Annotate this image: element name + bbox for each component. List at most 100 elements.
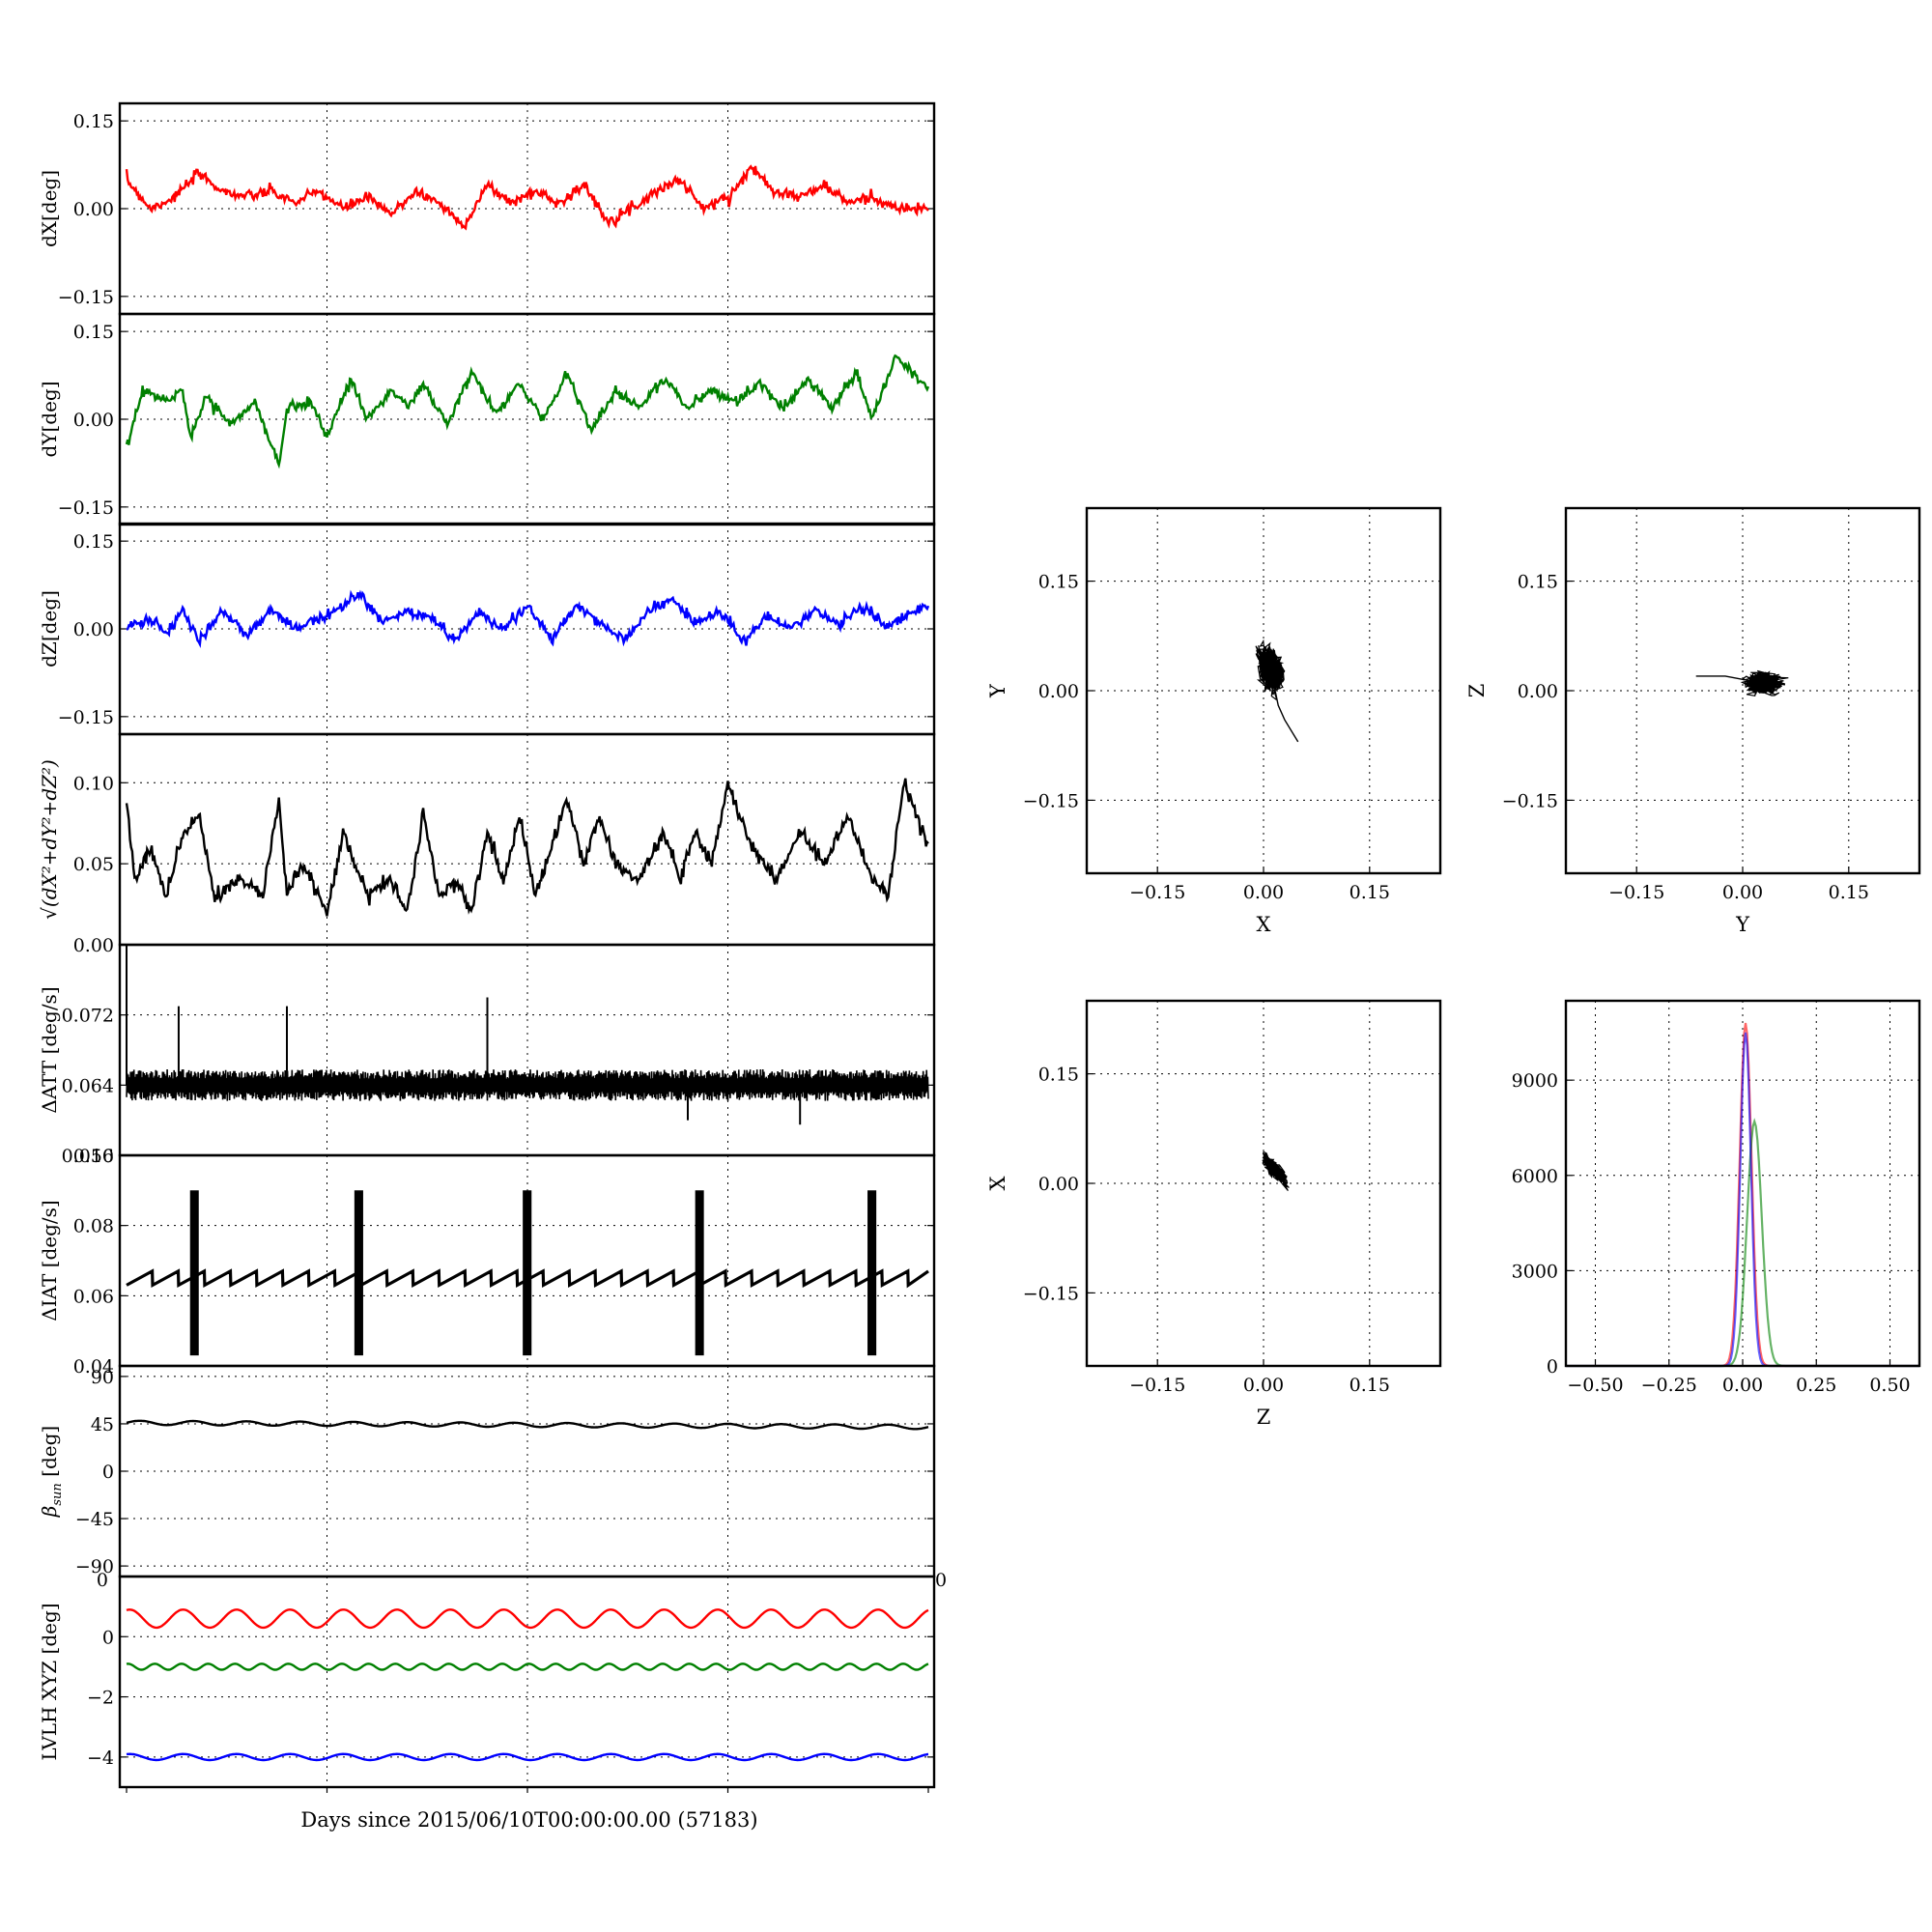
series-line <box>125 354 930 469</box>
series-group <box>125 164 929 231</box>
axes-frame <box>1564 999 1921 1368</box>
axes-frame <box>1085 506 1442 875</box>
y-axis-label: Y <box>986 683 1009 698</box>
series-group <box>126 1190 929 1356</box>
y-tick-label: 0 <box>102 1627 114 1648</box>
x-tick-label: 0.15 <box>1829 882 1869 903</box>
series-group <box>126 1419 929 1431</box>
y-tick-label: 0.05 <box>73 854 114 875</box>
axes-frame <box>118 943 936 1157</box>
burst <box>189 1190 199 1356</box>
panel-ZX: −0.15 0.00 0.15 −0.15 0.00 0.15 Z X <box>986 999 1442 1429</box>
x-tick-label: −0.15 <box>1129 1375 1185 1396</box>
series-group <box>125 778 929 917</box>
x-axis-label: X <box>1257 913 1271 936</box>
y-tick-label: 0.072 <box>62 1006 114 1027</box>
y-tick-label: −2 <box>87 1688 114 1709</box>
x-tick-label: −0.50 <box>1567 1375 1623 1396</box>
y-tick-label: 0.10 <box>73 773 114 794</box>
panel-dR: 0.00 0.05 0.10 √(dX²+dY²+dZ²) <box>38 732 936 956</box>
y-tick-label: 3000 <box>1512 1261 1558 1282</box>
y-axis-label: ΔATT [deg/s] <box>38 986 61 1113</box>
x-tick-label: 0.15 <box>1350 882 1390 903</box>
panel-dX: −0.15 0.00 0.15 dX[deg] <box>38 101 936 316</box>
x-tick-label: −0.15 <box>1608 882 1664 903</box>
x-tick-label: 0.00 <box>1722 1375 1763 1396</box>
y-axis-label: Z <box>1465 684 1489 698</box>
x-tick-label: 0.15 <box>1350 1375 1390 1396</box>
series-line <box>126 1662 929 1671</box>
y-tick-label: 0.15 <box>73 322 114 343</box>
y-tick-label: −0.15 <box>1502 790 1558 811</box>
series-group <box>126 589 930 648</box>
y-tick-label: 90 <box>91 1367 114 1388</box>
y-tick-label: 0 <box>102 1462 114 1483</box>
series-line <box>125 164 929 231</box>
x-tick-label: 0.25 <box>1796 1375 1836 1396</box>
series-line <box>126 589 930 648</box>
panel-XY: −0.15 0.00 0.15 −0.15 0.00 0.15 X Y <box>986 506 1442 936</box>
time-series-panels: −0.15 0.00 0.15 dX[deg] −0.15 0.00 0.15 dY[deg]… <box>38 101 947 1793</box>
axes-frame <box>118 732 936 947</box>
y-tick-label: −0.15 <box>1023 790 1079 811</box>
y-tick-label: −0.15 <box>58 707 114 728</box>
y-tick-label: 0.00 <box>73 935 114 956</box>
x-tick-label: 0.00 <box>1243 1375 1284 1396</box>
y-tick-label: 0.00 <box>1518 681 1558 702</box>
x-tick-label: −0.25 <box>1641 1375 1697 1396</box>
shared-x-axis-label: Days since 2015/06/10T00:00:00.00 (57183… <box>300 1808 757 1832</box>
panel-beta: −90 −45 0 45 90 βsun [deg] <box>38 1364 936 1578</box>
y-axis-label: βsun [deg] <box>38 1426 65 1518</box>
scatter-tail <box>1695 675 1765 685</box>
y-tick-label: −4 <box>87 1747 114 1769</box>
y-axis-label: dZ[deg] <box>38 590 61 668</box>
x-tick-label: 0.50 <box>1869 1375 1910 1396</box>
y-axis-label: X <box>986 1176 1009 1190</box>
burst <box>695 1190 704 1356</box>
y-axis-label: LVLH XYZ [deg] <box>38 1603 61 1760</box>
panel-dZ: −0.15 0.00 0.15 dZ[deg] <box>38 522 936 736</box>
x-axis-label: Y <box>1735 913 1750 936</box>
panel-YZ: −0.15 0.00 0.15 −0.15 0.00 0.15 Y Z <box>1465 506 1921 936</box>
y-tick-label: −45 <box>75 1509 114 1530</box>
y-tick-label: 0.15 <box>73 531 114 553</box>
y-tick-label: −0.15 <box>58 287 114 308</box>
scatter-trace <box>1262 1151 1290 1191</box>
y-tick-label: 0.00 <box>1038 681 1079 702</box>
y-tick-label: 0.10 <box>73 1146 114 1167</box>
y-tick-label: 0.00 <box>73 619 114 640</box>
x-tick-label: 0.00 <box>1243 882 1284 903</box>
corner-label-left: 0 <box>97 1570 108 1591</box>
y-tick-label: 0.00 <box>1038 1174 1079 1195</box>
scatter-trace <box>1740 669 1789 696</box>
x-tick-label: 0.00 <box>1722 882 1763 903</box>
y-tick-label: 45 <box>91 1414 114 1435</box>
y-tick-label: 0.15 <box>1038 572 1079 593</box>
series-group <box>126 945 929 1125</box>
series-line <box>126 1068 929 1101</box>
series-line <box>126 1752 929 1762</box>
y-tick-label: 0.15 <box>73 111 114 132</box>
y-tick-label: 0.064 <box>62 1075 114 1096</box>
y-axis-label: dY[deg] <box>38 381 61 457</box>
y-tick-label: 0.04 <box>73 1356 114 1378</box>
scatter-tail <box>1269 668 1299 743</box>
series-group <box>126 1608 929 1762</box>
corner-label-right: 0 <box>935 1570 947 1591</box>
axes-frame <box>1564 506 1921 875</box>
x-tick-label: −0.15 <box>1129 882 1185 903</box>
y-tick-label: 0.00 <box>73 199 114 220</box>
series-group <box>125 354 930 469</box>
y-tick-label: 0 <box>1547 1356 1558 1378</box>
burst <box>523 1190 532 1356</box>
y-axis-label: dX[deg] <box>38 170 61 247</box>
y-tick-label: 0.15 <box>1518 572 1558 593</box>
panel-hist: −0.50 −0.25 0.00 0.25 0.50 0 3000 6000 9000 <box>1512 999 1921 1396</box>
y-tick-label: 0.15 <box>1038 1065 1079 1086</box>
y-tick-label: −90 <box>75 1556 114 1577</box>
y-tick-label: 0.00 <box>73 410 114 431</box>
series-line <box>126 1419 929 1431</box>
y-axis-label: ΔIAT [deg/s] <box>38 1200 61 1321</box>
y-tick-label: −0.15 <box>58 497 114 519</box>
